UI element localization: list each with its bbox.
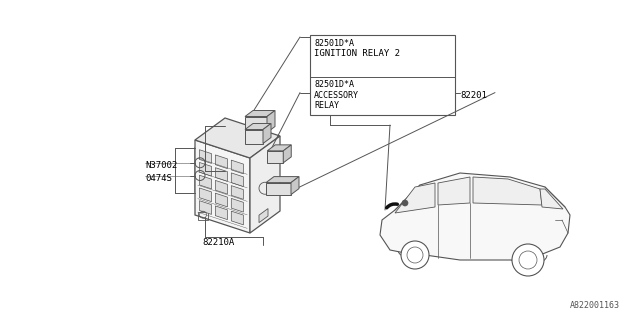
Polygon shape [215,180,227,194]
Polygon shape [245,110,275,116]
Polygon shape [284,145,291,163]
Polygon shape [540,189,563,209]
Text: 82210A: 82210A [202,238,235,247]
Text: RELAY: RELAY [314,100,339,109]
Polygon shape [268,145,291,151]
Polygon shape [380,173,570,260]
Polygon shape [195,140,250,233]
Polygon shape [291,177,299,195]
Polygon shape [231,186,243,199]
Text: 82201: 82201 [460,91,487,100]
Text: A822001163: A822001163 [570,301,620,310]
Polygon shape [473,177,542,205]
Text: IGNITION RELAY 2: IGNITION RELAY 2 [314,49,400,58]
Polygon shape [259,209,268,223]
Polygon shape [215,193,227,207]
Polygon shape [215,206,227,220]
Polygon shape [395,183,435,213]
Polygon shape [200,175,211,189]
Circle shape [512,244,544,276]
Polygon shape [231,173,243,187]
Polygon shape [195,125,225,193]
Polygon shape [195,118,280,158]
Text: 82501D*A: 82501D*A [314,39,354,48]
Text: N37002: N37002 [145,161,177,170]
Circle shape [402,200,408,206]
Polygon shape [200,201,211,214]
Polygon shape [438,177,470,205]
Circle shape [401,241,429,269]
Polygon shape [200,163,211,176]
Polygon shape [263,124,271,143]
Polygon shape [266,177,299,183]
Polygon shape [250,136,280,233]
Polygon shape [215,168,227,181]
Polygon shape [245,116,267,132]
Polygon shape [245,130,263,143]
Polygon shape [200,150,211,164]
Text: 0474S: 0474S [145,174,172,183]
Polygon shape [231,160,243,174]
Polygon shape [245,124,271,130]
Polygon shape [200,188,211,202]
Polygon shape [268,151,284,163]
Bar [310,35,455,115]
Polygon shape [267,110,275,132]
Bar [198,212,208,220]
Polygon shape [231,211,243,225]
Polygon shape [231,198,243,212]
Polygon shape [215,155,227,169]
Polygon shape [266,183,291,195]
Text: ACCESSORY: ACCESSORY [314,91,359,100]
Text: 82501D*A: 82501D*A [314,80,354,89]
